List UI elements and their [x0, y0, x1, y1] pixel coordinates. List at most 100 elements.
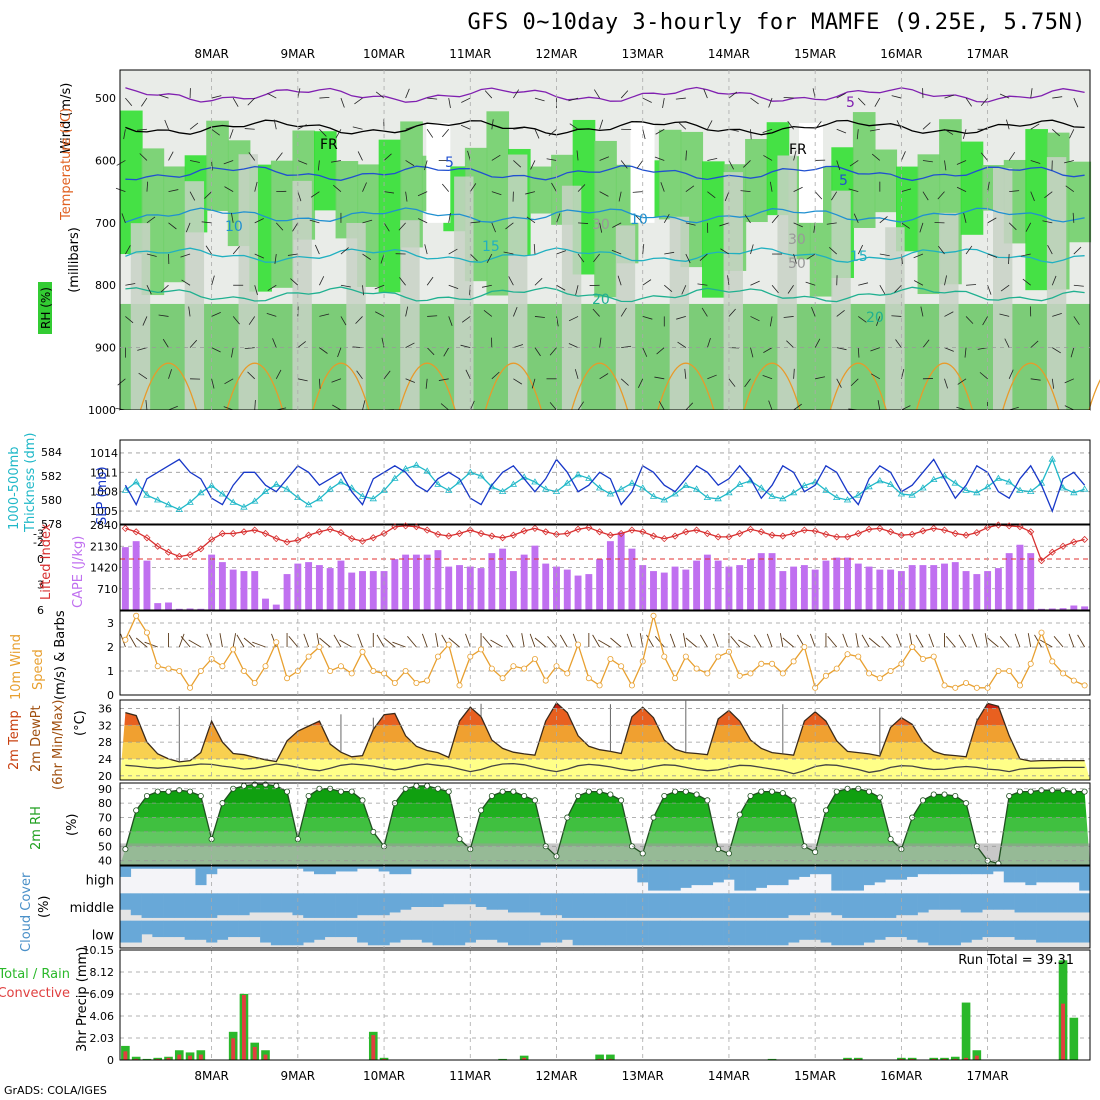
- thickness-point: [703, 493, 712, 500]
- upper-wind-barb: [405, 160, 415, 167]
- cloud-low-bar: [777, 920, 789, 946]
- slp-line: [124, 458, 1086, 513]
- upper-wind-barb: [663, 213, 670, 224]
- thickness-point: [585, 474, 593, 481]
- upper-wind-barb: [620, 307, 627, 317]
- cloud-middle-bar: [1068, 893, 1080, 913]
- lifted-index-point: [887, 528, 895, 536]
- cloud-high-bar: [594, 866, 606, 869]
- cloud-high-bar: [130, 866, 142, 869]
- upper-wind-barb: [879, 253, 890, 257]
- cloud-middle-bar: [928, 893, 940, 910]
- rh-point: [952, 792, 959, 799]
- wind-barb: [236, 634, 245, 648]
- upper-wind-barb: [763, 155, 773, 161]
- precip-tick: 10.15: [83, 944, 115, 957]
- lifted-index-point: [240, 528, 248, 536]
- top-day-label: 14MAR: [708, 47, 750, 61]
- wind-barb: [827, 635, 838, 648]
- thickness-point: [822, 486, 830, 493]
- upper-wind-barb: [211, 160, 213, 171]
- rh-point: [887, 836, 894, 843]
- upper-wind-barb: [1065, 185, 1075, 192]
- upper-wind-barb: [901, 151, 906, 161]
- upper-wind-barb: [685, 253, 691, 264]
- upper-wind-barb: [937, 191, 945, 200]
- upper-wind-barb: [684, 368, 687, 379]
- thickness-point: [154, 496, 162, 503]
- lifted-index-point: [984, 523, 992, 532]
- wind-speed-point: [930, 653, 937, 660]
- lifted-index-point: [725, 533, 733, 541]
- upper-wind-barb: [275, 152, 283, 161]
- upper-wind-barb: [1064, 378, 1074, 384]
- upper-wind-barb: [438, 378, 449, 381]
- lifted-index-point: [714, 533, 722, 541]
- cape-bar: [736, 565, 744, 610]
- upper-wind-barb: [275, 222, 284, 231]
- temp-frame: [119, 699, 1091, 781]
- lifted-index-line: [125, 524, 1085, 562]
- rh-point: [779, 790, 786, 797]
- lifted-index-point: [477, 529, 485, 538]
- cloud-high-bar: [367, 866, 379, 869]
- upper-wind-barb: [938, 245, 945, 255]
- cloud-high-bar: [583, 866, 595, 869]
- cape-tick: 1420: [90, 562, 118, 575]
- thickness-point: [908, 491, 916, 498]
- wind-barb: [232, 633, 237, 648]
- cloud-low-bar: [766, 920, 778, 946]
- upper-wind-barb: [1030, 340, 1039, 348]
- cape-bar: [186, 608, 194, 610]
- upper-wind-barb: [491, 222, 496, 233]
- wind-speed-point: [866, 670, 873, 677]
- upper-wind-barb: [762, 128, 773, 134]
- upper-wind-barb: [922, 339, 930, 348]
- upper-wind-barb: [569, 123, 579, 130]
- upper-wind-barb: [1008, 151, 1016, 161]
- thickness-point: [682, 481, 690, 488]
- upper-wind-barb: [901, 222, 910, 229]
- wind-barb: [855, 633, 859, 648]
- cloud-middle-bar: [551, 893, 563, 916]
- temp-line: [125, 701, 1085, 763]
- upper-wind-barb: [913, 280, 924, 286]
- lifted-index-point: [488, 532, 496, 540]
- upper-wind-barb: [534, 316, 545, 318]
- rh-point: [187, 788, 194, 795]
- cloud-middle-bar: [960, 893, 972, 913]
- wind-barb: [730, 635, 741, 648]
- upper-wind-barb: [857, 97, 866, 106]
- cloud-middle-bar: [561, 893, 573, 918]
- lifted-index-point: [369, 534, 377, 542]
- thickness-point: [1059, 484, 1067, 491]
- thickness-point: [692, 485, 701, 492]
- upper-wind-barb: [505, 222, 514, 230]
- wind-speed-point: [682, 653, 689, 660]
- thickness-point: [919, 484, 927, 491]
- thickness-point: [930, 475, 938, 482]
- wind-speed-point: [316, 644, 323, 651]
- cloud-high-bar: [206, 866, 218, 875]
- cloud-middle-bar: [906, 893, 918, 916]
- upper-wind-barb: [728, 378, 736, 387]
- upper-wind-barb: [728, 91, 738, 99]
- precip-convective-bar: [1061, 1003, 1065, 1060]
- isotherm-20-line: [125, 286, 1085, 303]
- wind-barb: [529, 633, 536, 648]
- upper-wind-barb: [805, 281, 816, 286]
- cape-bar: [919, 565, 927, 610]
- cape-bar: [412, 554, 420, 610]
- cloud-middle-bar: [723, 893, 735, 918]
- wind-speed-point: [995, 668, 1002, 675]
- upper-wind-barb: [750, 316, 760, 322]
- cloud-middle-bar: [357, 893, 369, 916]
- upper-wind-barb: [247, 371, 256, 380]
- cloud-middle-bar: [993, 893, 1005, 910]
- upper-wind-barb: [1030, 160, 1041, 164]
- wind-tick: 2: [107, 641, 114, 654]
- cape-bar: [121, 547, 129, 610]
- upper-wind-barb: [963, 213, 967, 223]
- wind-tick: 0: [107, 689, 114, 702]
